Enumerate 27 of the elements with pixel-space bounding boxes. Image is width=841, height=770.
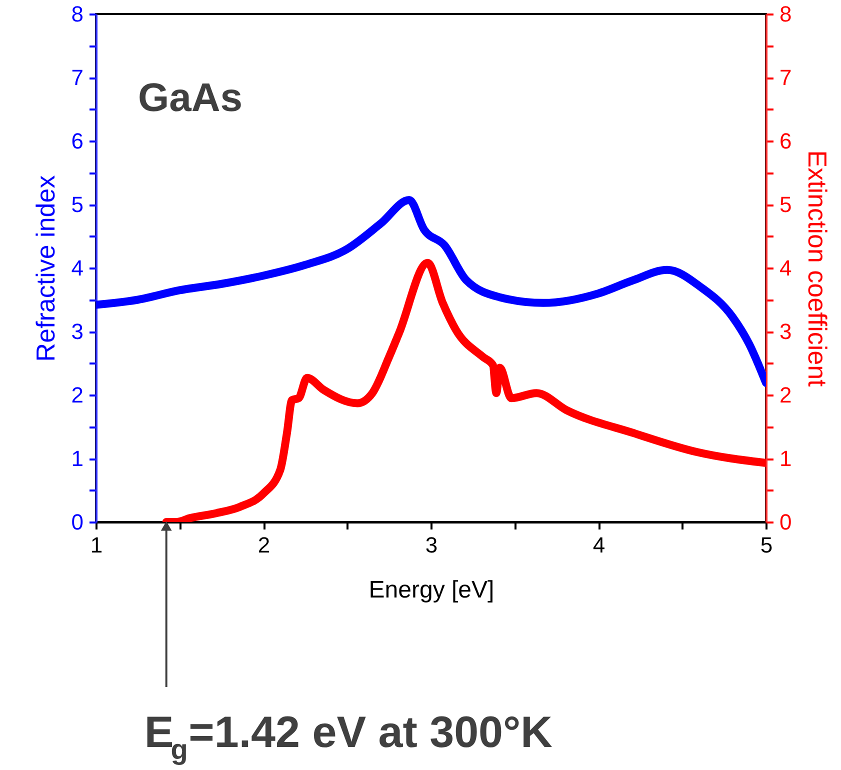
y-tick-label: 0	[71, 510, 84, 534]
y2-tick-label: 5	[780, 192, 792, 217]
y2-tick-label: 8	[780, 2, 792, 26]
y-tick-label: 8	[71, 2, 84, 26]
y2-tick-label: 0	[780, 510, 792, 534]
x-tick-label: 5	[760, 532, 773, 558]
x-tick-label: 4	[592, 532, 606, 558]
y-tick-label: 3	[71, 319, 84, 344]
y2-tick-label: 6	[780, 128, 792, 154]
y-axis-title: Refractive index	[30, 175, 60, 362]
y-tick-label: 2	[71, 382, 84, 408]
y2-tick-label: 1	[780, 446, 792, 471]
x-tick-label: 2	[258, 532, 270, 558]
x-axis-title: Energy [eV]	[368, 576, 494, 604]
y-tick-label: 5	[71, 192, 84, 217]
y2-tick-label: 7	[780, 65, 792, 90]
y2-axis-title: Extinction coefficient	[802, 150, 833, 388]
y-tick-label: 4	[71, 256, 84, 280]
y2-tick-label: 3	[780, 319, 792, 344]
y-tick-label: 6	[71, 128, 84, 154]
y2-tick-label: 4	[780, 256, 792, 280]
text: GaAs	[138, 76, 242, 120]
x-tick-label: 1	[90, 532, 103, 558]
x-tick-label: 3	[425, 532, 438, 558]
y-tick-label: 1	[71, 446, 84, 471]
y-tick-label: 7	[71, 65, 84, 90]
y2-tick-label: 2	[780, 382, 792, 408]
